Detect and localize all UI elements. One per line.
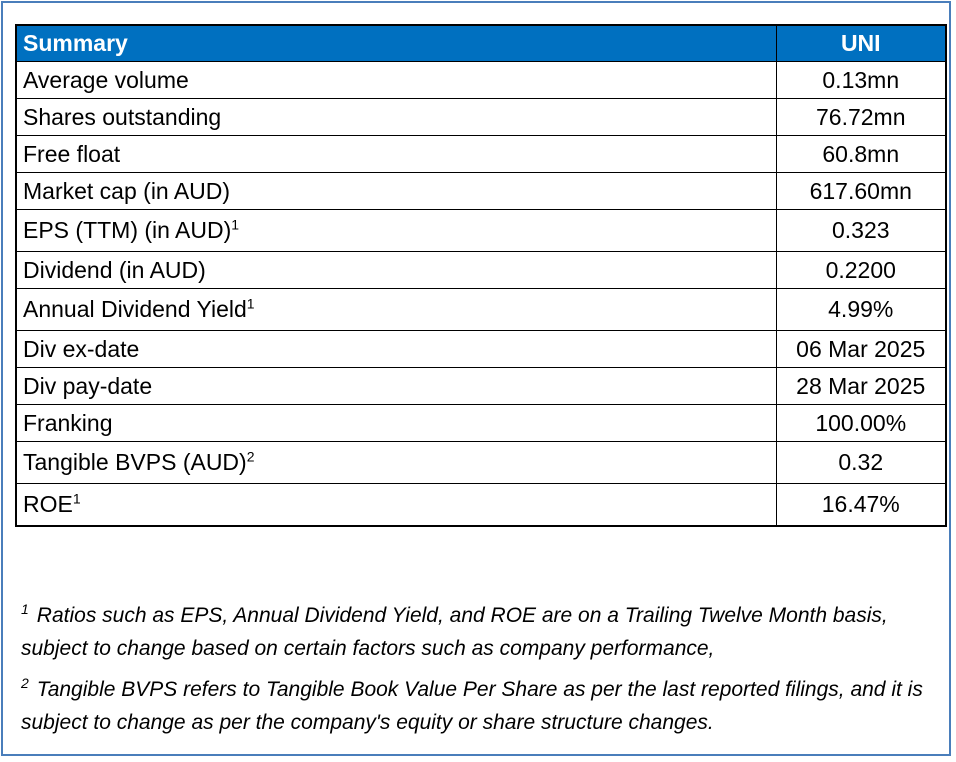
row-label: Franking [15,404,777,442]
footnote-text: Tangible BVPS refers to Tangible Book Va… [21,678,923,734]
row-label-text: Shares outstanding [23,103,222,130]
row-label: EPS (TTM) (in AUD)1 [15,209,777,252]
row-label-text: Annual Dividend Yield [23,296,247,322]
footnote-ref: 2 [246,448,255,465]
row-label-text: Average volume [23,66,189,93]
row-value: 0.2200 [775,251,947,289]
row-label: Free float [15,135,777,173]
summary-table: Summary UNI Average volume 0.13mn Shares… [15,24,947,527]
table-row: Average volume 0.13mn [15,61,947,99]
row-value: 28 Mar 2025 [775,367,947,405]
footnote-ref: 1 [231,216,240,233]
row-value: 0.32 [775,441,947,484]
row-value: 60.8mn [775,135,947,173]
row-value: 16.47% [775,483,947,527]
table-row: Annual Dividend Yield1 4.99% [15,288,947,331]
row-label: Div pay-date [15,367,777,405]
row-label-text: Dividend (in AUD) [23,256,206,283]
footnotes: 1 Ratios such as EPS, Annual Dividend Yie… [21,599,941,739]
header-ticker: UNI [775,24,947,62]
row-label: Market cap (in AUD) [15,172,777,210]
row-label-text: Div ex-date [23,335,140,362]
row-label: Annual Dividend Yield1 [15,288,777,331]
header-summary: Summary [15,24,777,62]
row-value: 76.72mn [775,98,947,136]
row-value: 100.00% [775,404,947,442]
row-label-text: Tangible BVPS (AUD) [23,449,247,475]
row-label-text: Div pay-date [23,372,153,399]
row-label-text: Franking [23,409,113,436]
table-row: Dividend (in AUD) 0.2200 [15,251,947,289]
table-row: Tangible BVPS (AUD)2 0.32 [15,441,947,484]
footnote-1: 1 Ratios such as EPS, Annual Dividend Yie… [21,599,941,665]
table-row: Free float 60.8mn [15,135,947,173]
table-row: EPS (TTM) (in AUD)1 0.323 [15,209,947,252]
footnote-mark: 1 [21,601,29,617]
row-label: Shares outstanding [15,98,777,136]
footnote-ref: 1 [246,295,255,312]
footnote-mark: 2 [21,675,29,691]
row-label: Dividend (in AUD) [15,251,777,289]
footnote-text: Ratios such as EPS, Annual Dividend Yiel… [21,604,888,660]
table-row: ROE1 16.47% [15,483,947,527]
row-value: 617.60mn [775,172,947,210]
row-label-text: Market cap (in AUD) [23,177,231,204]
table-row: Div pay-date 28 Mar 2025 [15,367,947,405]
footnote-2: 2 Tangible BVPS refers to Tangible Book V… [21,673,941,739]
row-value: 4.99% [775,288,947,331]
table-row: Market cap (in AUD) 617.60mn [15,172,947,210]
row-value: 0.323 [775,209,947,252]
row-label: Average volume [15,61,777,99]
row-value: 06 Mar 2025 [775,330,947,368]
row-label: Div ex-date [15,330,777,368]
table-header-row: Summary UNI [15,24,947,62]
table-row: Franking 100.00% [15,404,947,442]
footnote-ref: 1 [72,490,81,507]
table-row: Div ex-date 06 Mar 2025 [15,330,947,368]
row-label: ROE1 [15,483,777,527]
row-label-text: Free float [23,140,121,167]
row-value: 0.13mn [775,61,947,99]
table-row: Shares outstanding 76.72mn [15,98,947,136]
row-label: Tangible BVPS (AUD)2 [15,441,777,484]
row-label-text: ROE [23,491,73,517]
row-label-text: EPS (TTM) (in AUD) [23,217,232,243]
